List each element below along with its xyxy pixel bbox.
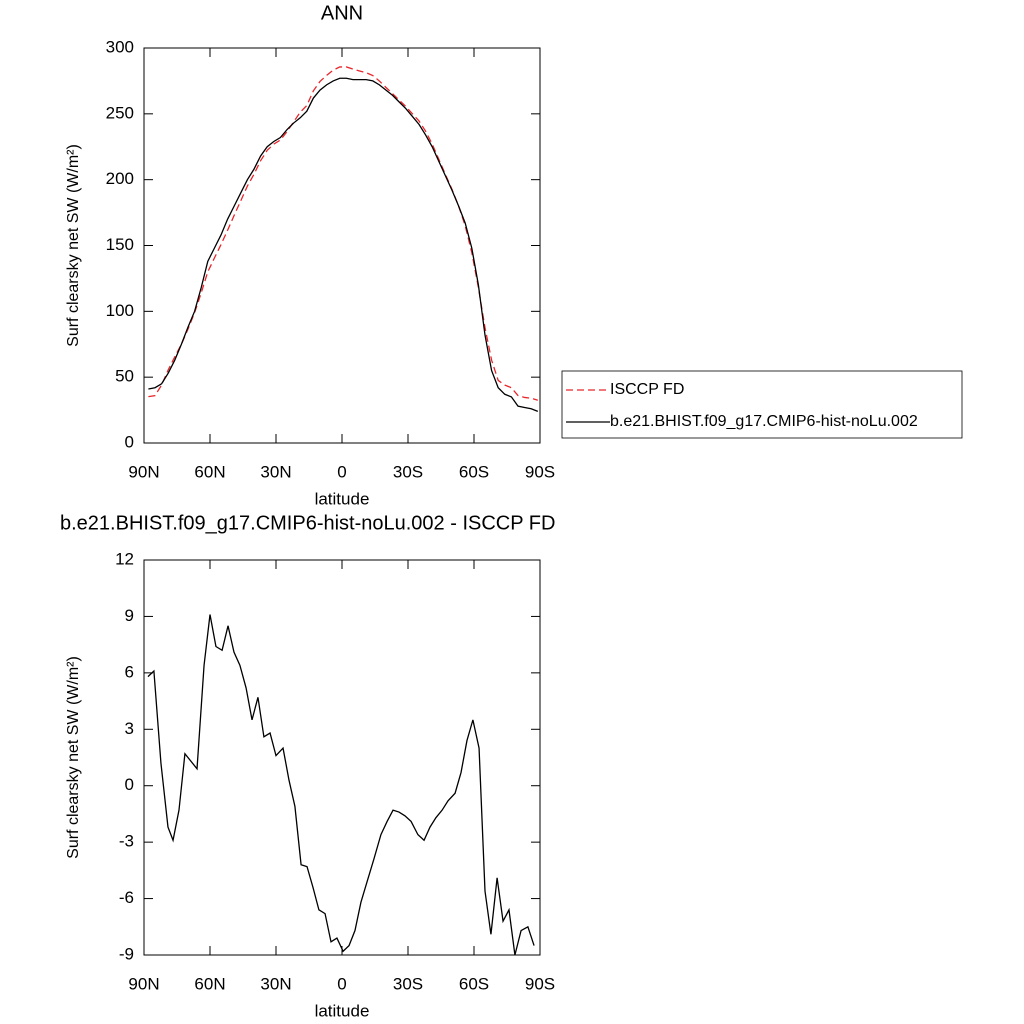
x-axis-label: latitude	[315, 1001, 370, 1020]
data-line	[148, 77, 539, 413]
x-tick-label: 0	[337, 974, 346, 993]
x-tick-label: 0	[337, 462, 346, 481]
y-tick-label: 50	[115, 367, 134, 386]
y-tick-label: -6	[119, 888, 134, 907]
y-tick-label: 0	[125, 775, 134, 794]
legend-box	[561, 370, 963, 439]
y-tick-label: 300	[106, 37, 134, 56]
x-tick-label: 90S	[525, 974, 555, 993]
x-tick-label: 30N	[260, 974, 291, 993]
y-tick-label: 100	[106, 301, 134, 320]
data-line	[147, 614, 535, 956]
y-tick-label: 150	[106, 235, 134, 254]
x-tick-label: 90N	[128, 462, 159, 481]
x-tick-label: 30N	[260, 462, 291, 481]
y-tick-label: 3	[125, 719, 134, 738]
y-tick-label: 9	[125, 606, 134, 625]
y-tick-label: 6	[125, 662, 134, 681]
plot-frame	[143, 559, 541, 956]
legend-label: b.e21.BHIST.f09_g17.CMIP6-hist-noLu.002	[610, 413, 918, 430]
x-tick-label: 60S	[459, 462, 489, 481]
x-axis-label: latitude	[315, 489, 370, 508]
y-axis-label: Surf clearsky net SW (W/m²)	[65, 144, 82, 347]
x-tick-label: 60S	[459, 974, 489, 993]
x-tick-label: 90S	[525, 462, 555, 481]
y-tick-label: 12	[115, 549, 134, 568]
y-axis-label: Surf clearsky net SW (W/m²)	[65, 656, 82, 859]
y-tick-label: 250	[106, 103, 134, 122]
x-tick-label: 60N	[194, 974, 225, 993]
x-tick-label: 90N	[128, 974, 159, 993]
x-tick-label: 30S	[393, 974, 423, 993]
chart-title: ANN	[321, 2, 363, 24]
x-tick-label: 30S	[393, 462, 423, 481]
x-tick-label: 60N	[194, 462, 225, 481]
chart-title: b.e21.BHIST.f09_g17.CMIP6-hist-noLu.002 …	[60, 512, 555, 534]
y-tick-label: 0	[125, 432, 134, 451]
y-tick-label: -9	[119, 944, 134, 963]
y-tick-label: 200	[106, 169, 134, 188]
plot-frame	[143, 47, 541, 444]
data-line	[148, 66, 538, 401]
legend-label: ISCCP FD	[610, 381, 684, 398]
y-tick-label: -3	[119, 832, 134, 851]
